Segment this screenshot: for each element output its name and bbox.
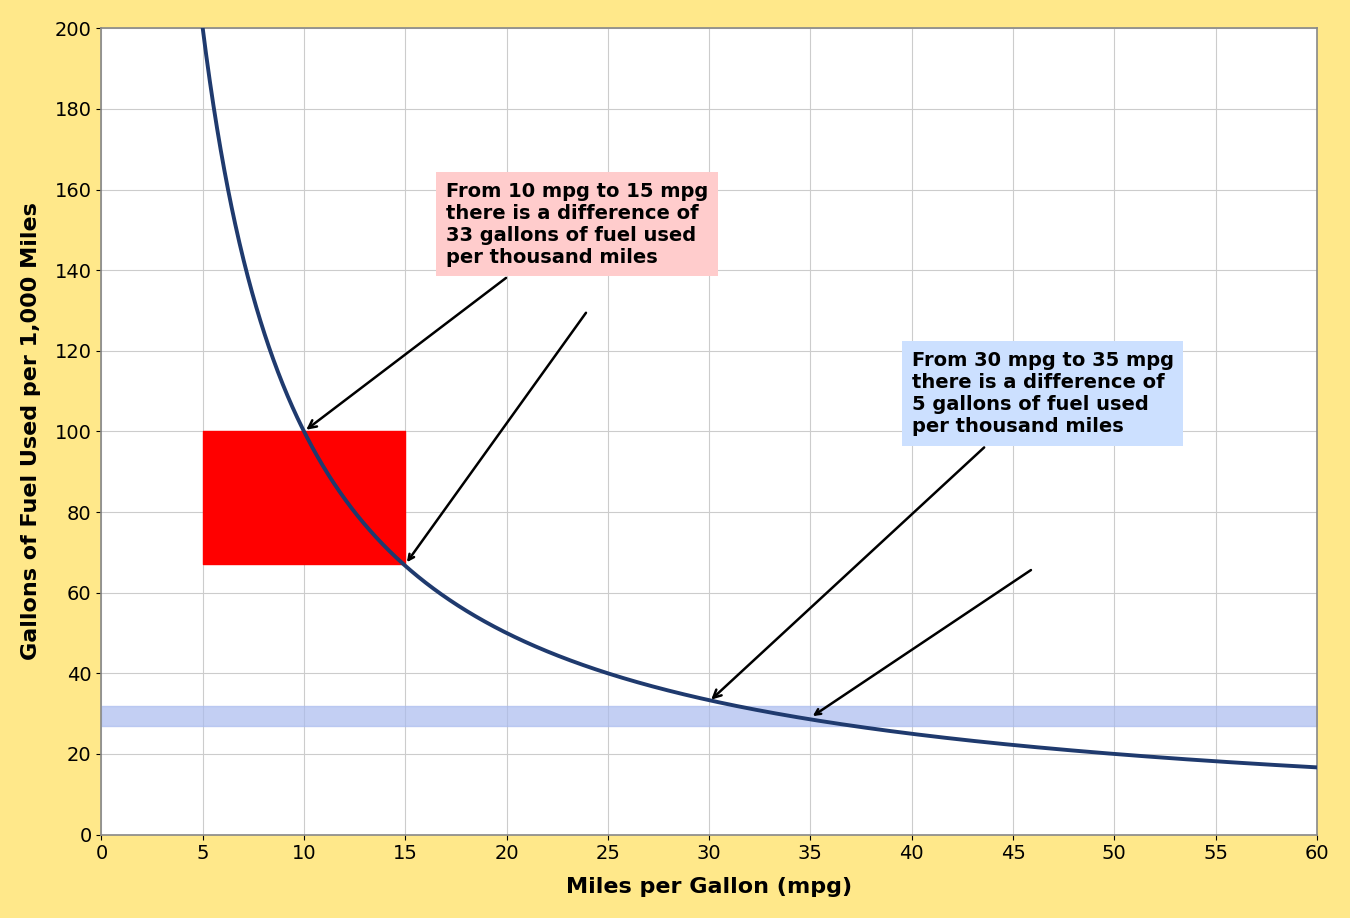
Y-axis label: Gallons of Fuel Used per 1,000 Miles: Gallons of Fuel Used per 1,000 Miles xyxy=(20,203,40,660)
X-axis label: Miles per Gallon (mpg): Miles per Gallon (mpg) xyxy=(566,878,852,897)
Text: From 30 mpg to 35 mpg
there is a difference of
5 gallons of fuel used
per thousa: From 30 mpg to 35 mpg there is a differe… xyxy=(713,351,1173,698)
Text: From 10 mpg to 15 mpg
there is a difference of
33 gallons of fuel used
per thous: From 10 mpg to 15 mpg there is a differe… xyxy=(308,182,707,428)
